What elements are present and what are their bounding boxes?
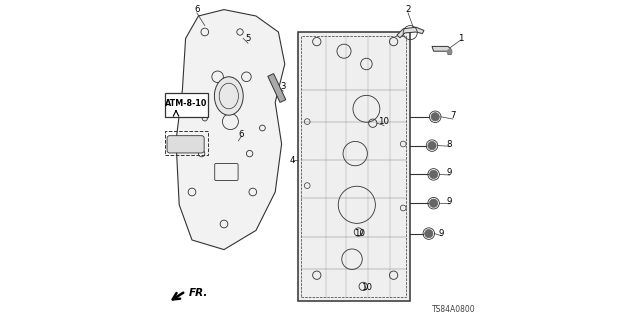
- Text: 10: 10: [361, 284, 372, 292]
- Circle shape: [429, 170, 438, 179]
- FancyBboxPatch shape: [167, 136, 204, 153]
- Text: FR.: FR.: [189, 288, 208, 298]
- Text: 6: 6: [194, 5, 200, 14]
- Text: 1: 1: [458, 34, 463, 43]
- Text: 2: 2: [405, 5, 411, 14]
- Text: 7: 7: [450, 111, 456, 120]
- FancyBboxPatch shape: [165, 93, 208, 117]
- Text: 9: 9: [447, 168, 452, 177]
- Text: 6: 6: [239, 130, 244, 139]
- Text: 9: 9: [439, 229, 444, 238]
- Text: 5: 5: [245, 34, 251, 43]
- Text: TS84A0800: TS84A0800: [431, 305, 475, 314]
- Circle shape: [428, 141, 436, 150]
- Ellipse shape: [214, 77, 243, 115]
- Bar: [165, 131, 208, 155]
- Text: 10: 10: [355, 229, 365, 238]
- Text: 8: 8: [447, 140, 452, 148]
- Polygon shape: [432, 46, 451, 54]
- Bar: [298, 32, 410, 301]
- Text: ATM-8-10: ATM-8-10: [165, 99, 208, 108]
- Polygon shape: [268, 74, 286, 102]
- Polygon shape: [176, 10, 285, 250]
- Circle shape: [447, 49, 452, 54]
- Bar: [301, 36, 406, 297]
- Circle shape: [431, 113, 440, 121]
- Text: 9: 9: [447, 197, 452, 206]
- Text: 10: 10: [378, 117, 390, 126]
- Text: 3: 3: [280, 82, 286, 91]
- Polygon shape: [397, 27, 424, 38]
- Circle shape: [429, 199, 438, 207]
- Circle shape: [425, 229, 433, 238]
- Text: 4: 4: [290, 156, 296, 164]
